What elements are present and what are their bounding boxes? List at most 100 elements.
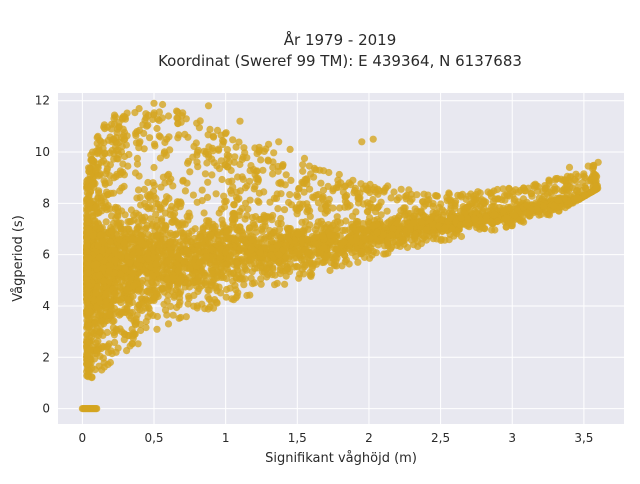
data-point bbox=[395, 239, 403, 247]
data-point bbox=[144, 178, 152, 187]
data-point bbox=[253, 240, 261, 248]
data-point bbox=[352, 236, 360, 244]
data-point bbox=[305, 162, 313, 170]
data-point bbox=[527, 190, 536, 198]
data-point bbox=[190, 291, 198, 299]
data-point bbox=[155, 108, 163, 116]
data-point bbox=[195, 124, 203, 132]
data-point bbox=[410, 241, 418, 249]
data-point bbox=[126, 218, 134, 226]
data-point bbox=[551, 176, 559, 184]
data-point bbox=[86, 308, 94, 316]
data-point bbox=[246, 196, 254, 204]
data-point bbox=[94, 242, 102, 250]
data-point bbox=[95, 271, 103, 280]
data-point bbox=[250, 166, 258, 174]
data-point bbox=[274, 241, 282, 249]
data-point bbox=[222, 247, 230, 256]
data-point bbox=[85, 282, 93, 290]
data-point bbox=[157, 241, 165, 249]
data-point bbox=[186, 168, 194, 176]
data-point bbox=[431, 192, 440, 200]
data-point bbox=[222, 129, 230, 137]
data-point bbox=[106, 172, 114, 180]
data-point bbox=[448, 224, 456, 233]
data-point bbox=[156, 133, 164, 141]
data-point bbox=[523, 201, 531, 209]
data-point bbox=[151, 142, 159, 150]
data-point bbox=[88, 333, 96, 341]
data-point bbox=[260, 188, 268, 196]
data-point bbox=[373, 228, 381, 237]
data-point bbox=[184, 300, 192, 308]
data-point bbox=[212, 190, 220, 198]
data-point bbox=[290, 236, 299, 245]
data-point bbox=[515, 188, 523, 196]
data-point bbox=[208, 171, 216, 179]
data-point bbox=[133, 225, 141, 233]
data-point bbox=[550, 202, 558, 210]
data-point bbox=[511, 212, 519, 220]
data-point bbox=[457, 214, 465, 222]
data-point bbox=[219, 136, 227, 145]
data-point bbox=[201, 170, 209, 178]
data-point bbox=[447, 214, 455, 222]
data-point bbox=[361, 235, 369, 243]
data-point bbox=[314, 199, 322, 207]
data-point bbox=[259, 166, 267, 174]
data-point bbox=[117, 225, 125, 233]
data-point bbox=[123, 347, 131, 355]
data-point bbox=[294, 230, 302, 238]
data-point bbox=[433, 215, 441, 223]
data-point bbox=[125, 150, 133, 159]
data-point bbox=[174, 108, 182, 116]
data-point bbox=[129, 269, 137, 277]
data-point bbox=[388, 231, 396, 239]
data-point bbox=[93, 347, 101, 355]
data-point bbox=[385, 218, 393, 226]
data-point bbox=[181, 130, 189, 138]
data-point bbox=[164, 291, 172, 299]
data-point bbox=[185, 253, 193, 261]
data-point bbox=[561, 176, 569, 184]
data-point bbox=[314, 190, 322, 199]
data-point bbox=[222, 293, 230, 301]
data-point bbox=[435, 203, 443, 212]
data-point bbox=[117, 299, 125, 307]
data-point bbox=[194, 241, 202, 249]
y-tick-label: 12 bbox=[35, 94, 50, 108]
data-point bbox=[251, 260, 259, 268]
data-point bbox=[258, 225, 266, 233]
data-point bbox=[387, 194, 395, 202]
data-point bbox=[254, 174, 262, 182]
data-point bbox=[146, 134, 154, 142]
data-point bbox=[115, 151, 123, 159]
data-point bbox=[146, 215, 155, 223]
data-point bbox=[409, 219, 418, 227]
data-point bbox=[111, 338, 119, 346]
data-point bbox=[336, 204, 344, 212]
data-point bbox=[270, 229, 278, 237]
data-point bbox=[319, 232, 327, 240]
data-point bbox=[325, 195, 333, 203]
x-axis-title: Signifikant våghöjd (m) bbox=[265, 451, 417, 466]
data-point bbox=[125, 259, 134, 267]
data-point bbox=[277, 190, 285, 198]
data-point bbox=[257, 280, 265, 288]
data-point bbox=[487, 192, 496, 201]
data-point bbox=[273, 279, 281, 287]
data-point bbox=[108, 227, 116, 235]
data-point bbox=[152, 260, 160, 268]
data-point bbox=[94, 172, 102, 180]
data-point bbox=[198, 268, 206, 276]
data-point bbox=[85, 315, 93, 323]
data-point bbox=[584, 162, 592, 170]
data-point bbox=[502, 223, 510, 231]
data-point bbox=[140, 129, 148, 137]
data-point bbox=[123, 253, 131, 261]
data-point bbox=[153, 124, 161, 133]
data-point bbox=[558, 203, 566, 211]
data-point bbox=[111, 203, 120, 211]
data-point bbox=[233, 259, 241, 267]
data-point bbox=[103, 123, 112, 131]
